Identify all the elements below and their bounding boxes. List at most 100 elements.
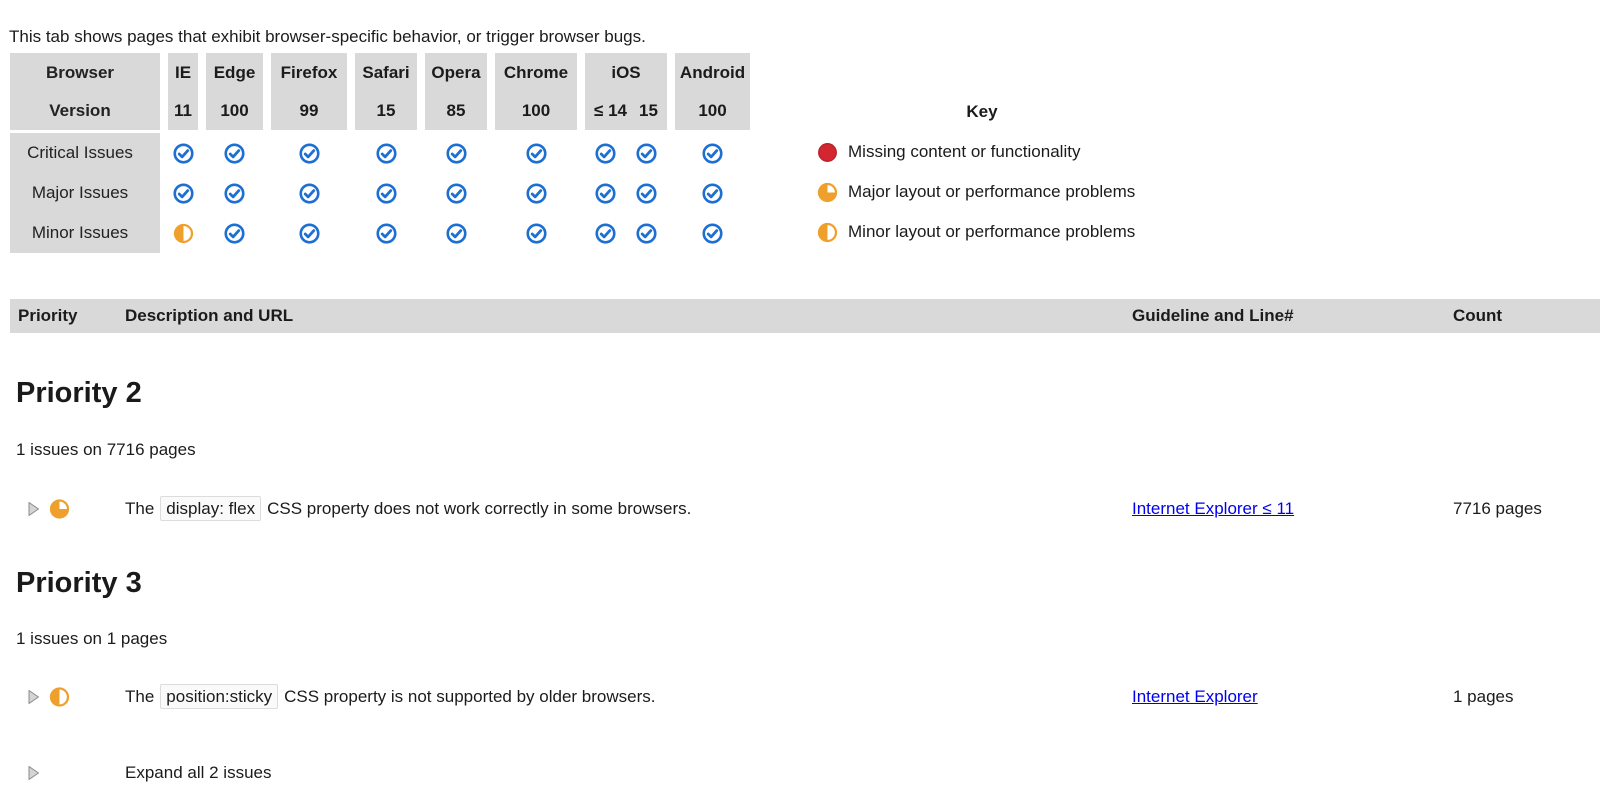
check-circle-icon <box>595 182 616 204</box>
corner-label-version: Version <box>10 92 160 130</box>
browser-version: 100 <box>675 92 750 130</box>
expand-all-row[interactable]: Expand all 2 issues <box>0 758 1620 788</box>
guideline-link[interactable]: Internet Explorer ≤ 11 <box>1132 499 1295 518</box>
check-circle-icon <box>172 142 194 164</box>
browser-column-Edge: Edge <box>206 53 263 92</box>
corner-label-browser: Browser <box>10 53 160 92</box>
compat-cell <box>425 173 487 213</box>
compat-cell <box>271 213 347 253</box>
browser-column-Chrome: Chrome <box>495 53 577 92</box>
check-circle-icon <box>298 222 320 244</box>
key-legend: Key Missing content or functionality Maj… <box>817 92 1147 252</box>
check-circle-icon <box>595 222 616 244</box>
check-circle-icon <box>702 182 723 204</box>
issue-row-display-flex: The display: flex CSS property does not wo… <box>0 494 1620 524</box>
compat-cell <box>495 133 577 173</box>
key-item-major: Major layout or performance problems <box>817 172 1147 212</box>
compat-cell <box>425 133 487 173</box>
browser-version: ≤ 14 15 <box>585 92 667 130</box>
column-header-priority: Priority <box>18 306 78 325</box>
key-item-label: Major layout or performance problems <box>848 182 1136 201</box>
check-circle-icon <box>636 182 657 204</box>
key-item-minor: Minor layout or performance problems <box>817 212 1147 252</box>
check-circle-icon <box>525 142 547 164</box>
listing-header: Priority Description and URL Guideline a… <box>10 299 1600 333</box>
issue-row-position-sticky: The position:sticky CSS property is not su… <box>0 682 1620 712</box>
expand-all-label[interactable]: Expand all 2 issues <box>125 763 272 782</box>
compat-cell <box>355 173 417 213</box>
expand-arrow-icon[interactable] <box>27 501 40 517</box>
check-circle-icon <box>445 142 467 164</box>
priority-2-heading: Priority 2 <box>16 377 142 409</box>
check-circle-icon <box>445 222 467 244</box>
browser-version: 100 <box>495 92 577 130</box>
expand-arrow-icon <box>28 502 39 516</box>
compat-row-label: Minor Issues <box>10 213 160 253</box>
check-circle-icon <box>224 142 245 164</box>
page-count: 1 pages <box>1453 687 1514 706</box>
check-circle-icon <box>375 182 397 204</box>
check-circle-icon <box>375 222 397 244</box>
guideline-link[interactable]: Internet Explorer <box>1132 687 1258 706</box>
expand-arrow-icon <box>28 766 39 780</box>
code-snippet: display: flex <box>160 496 262 521</box>
issue-text-after: CSS property does not work correctly in … <box>267 499 692 518</box>
check-circle-icon <box>298 182 320 204</box>
check-circle-icon <box>525 182 547 204</box>
compat-row-label: Critical Issues <box>10 133 160 173</box>
issue-text-after: CSS property is not supported by older b… <box>284 687 656 706</box>
browser-column-IE: IE <box>168 53 198 92</box>
compat-cell <box>495 173 577 213</box>
compat-cell <box>206 173 263 213</box>
minor-issue-icon <box>49 687 70 707</box>
issue-text-before: The <box>125 499 155 518</box>
check-circle-icon <box>636 222 657 244</box>
major-issue-icon <box>49 499 70 519</box>
browser-version: 99 <box>271 92 347 130</box>
compat-cell <box>425 213 487 253</box>
code-snippet: position:sticky <box>160 684 279 709</box>
compat-cell <box>206 133 263 173</box>
compat-row-label: Major Issues <box>10 173 160 213</box>
compat-cell <box>206 213 263 253</box>
compat-cell <box>675 173 750 213</box>
browser-version: 11 <box>168 92 198 130</box>
browser-version: 15 <box>355 92 417 130</box>
check-circle-icon <box>702 142 723 164</box>
compat-cell <box>168 173 198 213</box>
compat-cell <box>168 133 198 173</box>
minor-issue-icon <box>817 222 838 242</box>
column-header-description: Description and URL <box>125 306 294 325</box>
expand-arrow-icon[interactable] <box>27 765 40 781</box>
compat-row: Critical Issues <box>10 133 750 173</box>
check-circle-icon <box>224 182 245 204</box>
minor-issue-icon <box>49 687 70 708</box>
compat-cell <box>271 133 347 173</box>
issue-text-before: The <box>125 687 155 706</box>
critical-issue-icon <box>818 142 837 162</box>
minor-issue-icon <box>173 223 193 243</box>
check-circle-icon <box>702 222 723 244</box>
compat-cell <box>585 133 667 173</box>
check-circle-icon <box>224 222 245 244</box>
browser-column-Safari: Safari <box>355 53 417 92</box>
check-circle-icon <box>298 142 320 164</box>
check-circle-icon <box>525 222 547 244</box>
expand-arrow-icon[interactable] <box>27 689 40 705</box>
browser-version: 85 <box>425 92 487 130</box>
priority-3-heading: Priority 3 <box>16 567 142 599</box>
check-circle-icon <box>445 182 467 204</box>
check-circle-icon <box>595 142 616 164</box>
major-issue-icon <box>49 499 70 520</box>
critical-issue-icon <box>817 142 838 163</box>
browser-version: 100 <box>206 92 263 130</box>
compat-cell <box>355 213 417 253</box>
priority-3-summary: 1 issues on 1 pages <box>16 629 168 648</box>
compat-cell <box>675 133 750 173</box>
compat-row: Minor Issues <box>10 213 750 253</box>
key-item-label: Missing content or functionality <box>848 142 1081 161</box>
column-header-count: Count <box>1453 306 1503 325</box>
check-circle-icon <box>172 182 194 204</box>
check-circle-icon <box>375 142 397 164</box>
intro-text: This tab shows pages that exhibit browse… <box>9 27 646 46</box>
